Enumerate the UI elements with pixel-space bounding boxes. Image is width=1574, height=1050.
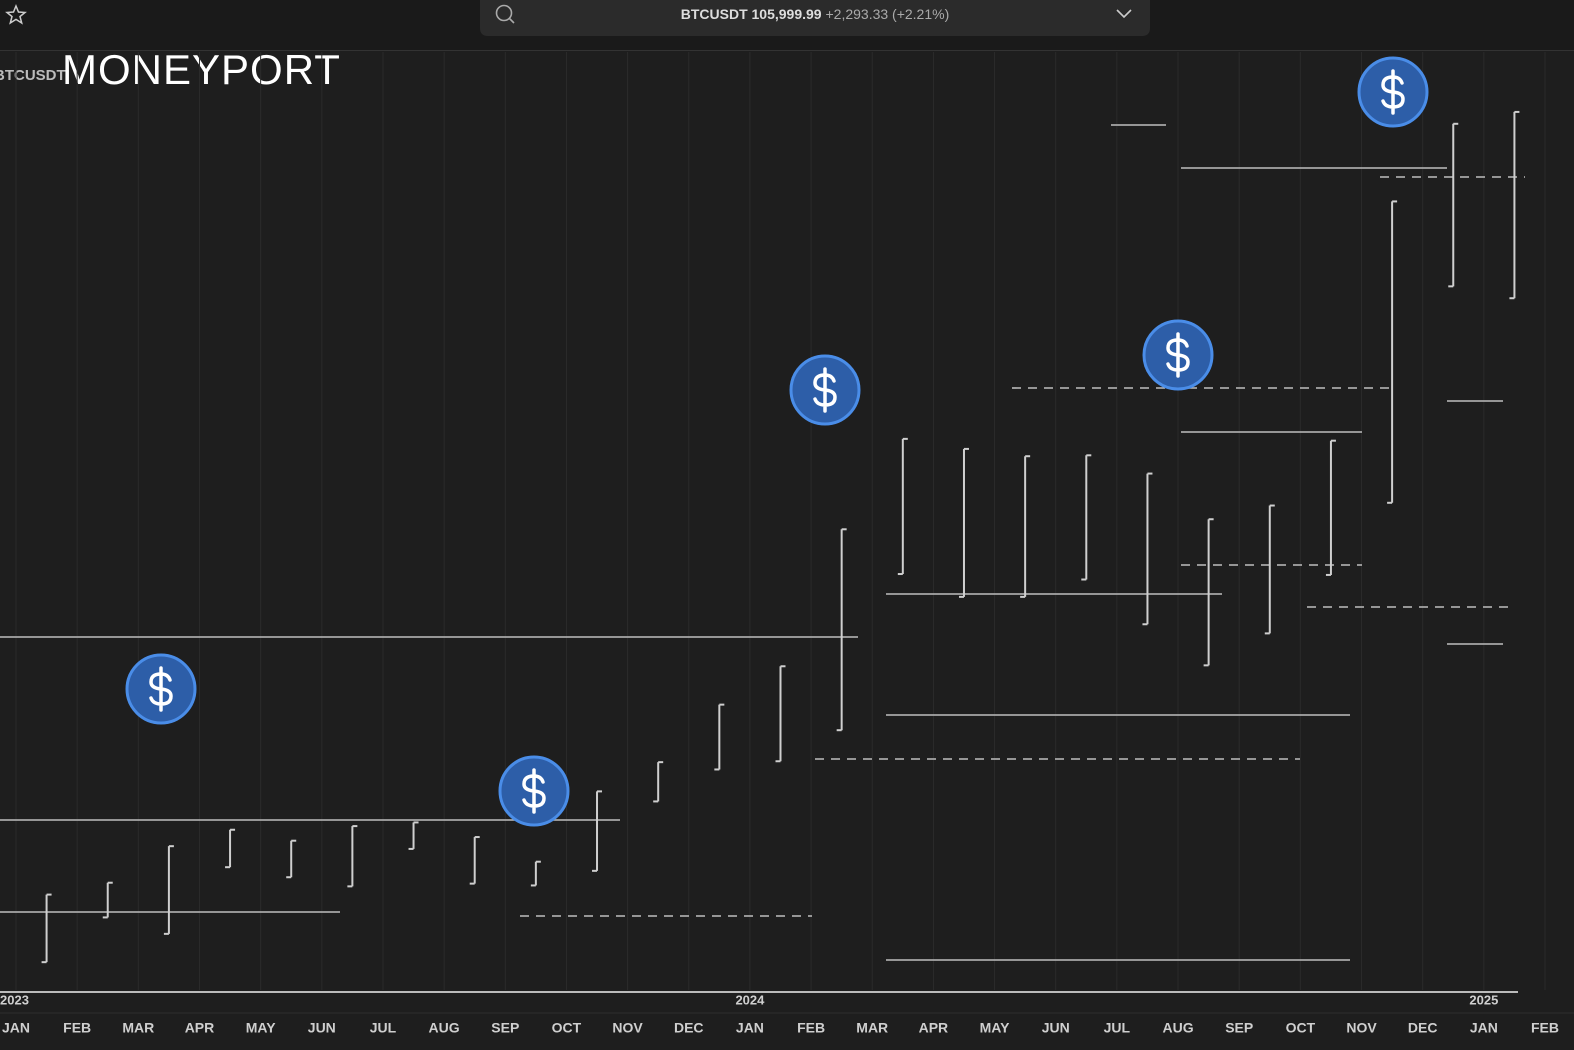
x-tick-label: FEB: [63, 1020, 91, 1036]
x-tick-label: SEP: [491, 1020, 519, 1036]
search-icon: [508, 17, 515, 24]
ticker-summary: BTCUSDT 105,999.99 +2,293.33 (+2.21%): [681, 6, 950, 22]
dollar-icon[interactable]: [789, 354, 861, 426]
symbol-search[interactable]: BTCUSDT 105,999.99 +2,293.33 (+2.21%): [480, 0, 1150, 36]
x-tick-label: JAN: [2, 1020, 30, 1036]
x-tick-label: AUG: [1162, 1020, 1193, 1036]
x-tick-label: APR: [919, 1020, 949, 1036]
x-tick-label: JAN: [736, 1020, 764, 1036]
x-tick-label: MAY: [246, 1020, 276, 1036]
x-tick-label: AUG: [429, 1020, 460, 1036]
symbol-label: BTCUSDT: [0, 67, 66, 84]
x-tick-label: JUL: [370, 1020, 397, 1036]
ticker: BTCUSDT: [681, 6, 748, 22]
x-tick-label: JUL: [1104, 1020, 1131, 1036]
icon-glyph: [1381, 69, 1405, 115]
icon-glyph: [1166, 332, 1190, 378]
x-tick-label: MAY: [980, 1020, 1010, 1036]
search-icon: [495, 4, 513, 22]
x-tick-label: JUN: [1042, 1020, 1070, 1036]
x-tick-label: MAR: [856, 1020, 888, 1036]
x-tick-label: NOV: [612, 1020, 643, 1036]
price: 105,999.99: [752, 6, 822, 22]
x-tick-label: DEC: [1408, 1020, 1438, 1036]
dollar-icon[interactable]: [498, 755, 570, 827]
change: +2,293.33: [825, 6, 888, 22]
dollar-icon[interactable]: [1142, 319, 1214, 391]
icon-glyph: [522, 768, 546, 814]
x-tick-label: JUN: [308, 1020, 336, 1036]
x-tick-label: SEP: [1225, 1020, 1253, 1036]
x-tick-label: DEC: [674, 1020, 704, 1036]
x-tick-label: FEB: [1531, 1020, 1559, 1036]
search-box[interactable]: [480, 0, 1150, 36]
icon-glyph: [149, 666, 173, 712]
grid-background: [0, 52, 1574, 990]
year-label: 2023: [0, 992, 29, 1007]
x-tick-label: OCT: [1286, 1020, 1316, 1036]
x-tick-label: JAN: [1470, 1020, 1498, 1036]
x-tick-label: MAR: [122, 1020, 154, 1036]
change-pct: (+2.21%): [892, 6, 949, 22]
logo: MONEYPORT: [62, 46, 341, 93]
x-tick-label: FEB: [797, 1020, 825, 1036]
dropdown-chevron[interactable]: [1116, 9, 1132, 19]
x-tick-label: APR: [185, 1020, 215, 1036]
icon-glyph: [813, 367, 837, 413]
dollar-icon[interactable]: [1357, 56, 1429, 128]
x-tick-label: OCT: [552, 1020, 582, 1036]
year-label: 2024: [735, 992, 765, 1007]
year-label: 2025: [1469, 992, 1498, 1007]
x-tick-label: NOV: [1346, 1020, 1377, 1036]
favorite-star[interactable]: [5, 4, 27, 25]
dollar-icon[interactable]: [125, 653, 197, 725]
